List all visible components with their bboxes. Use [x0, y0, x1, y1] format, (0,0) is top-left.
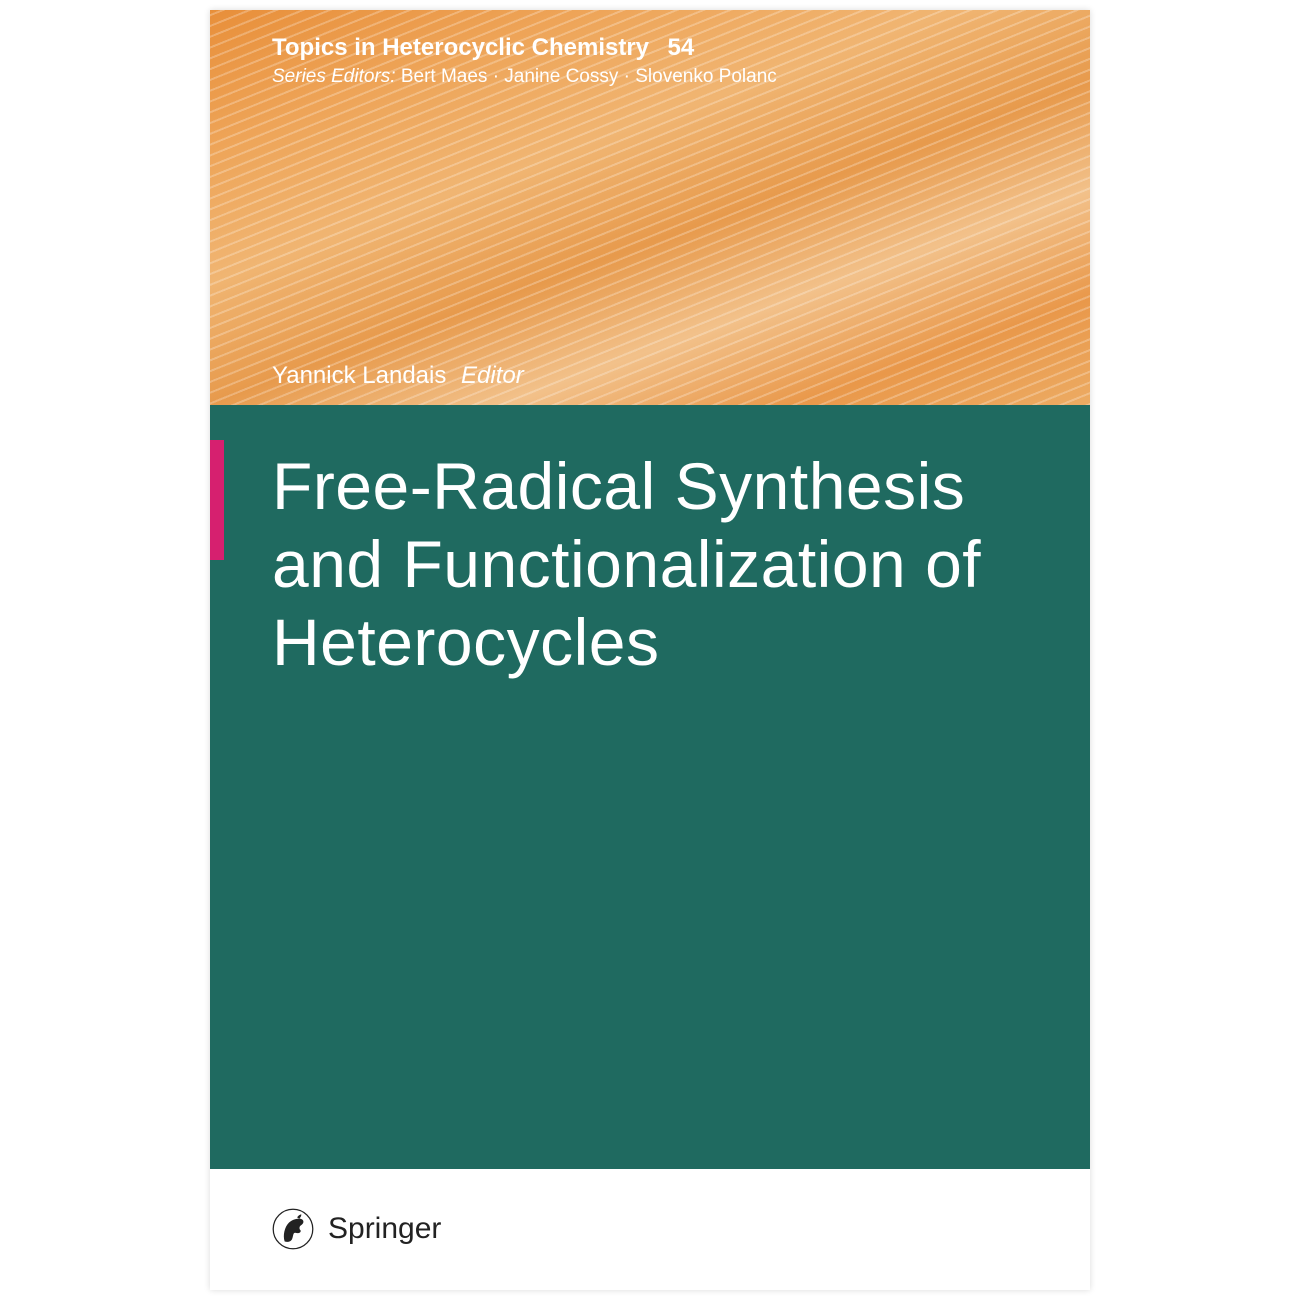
series-editors-label: Series Editors: — [272, 66, 396, 87]
series-editors-names: Bert Maes · Janine Cossy · Slovenko Pola… — [401, 66, 777, 87]
page-container: Topics in Heterocyclic Chemistry 54 Seri… — [0, 0, 1300, 1300]
accent-bar — [210, 440, 224, 560]
series-name: Topics in Heterocyclic Chemistry — [272, 34, 649, 61]
volume-editor-role: Editor — [461, 362, 524, 389]
volume-editor-line: Yannick Landais Editor — [272, 362, 524, 390]
book-cover: Topics in Heterocyclic Chemistry 54 Seri… — [210, 10, 1090, 1290]
series-editors-line: Series Editors: Bert Maes · Janine Cossy… — [272, 66, 777, 88]
series-volume: 54 — [667, 34, 694, 61]
volume-editor-name: Yannick Landais — [272, 362, 446, 389]
series-line: Topics in Heterocyclic Chemistry 54 — [272, 34, 694, 62]
publisher-block: Springer — [272, 1204, 441, 1254]
publisher-name: Springer — [328, 1212, 441, 1246]
book-title: Free-Radical Synthesis and Functionaliza… — [272, 448, 1030, 682]
springer-horse-icon — [272, 1204, 314, 1254]
